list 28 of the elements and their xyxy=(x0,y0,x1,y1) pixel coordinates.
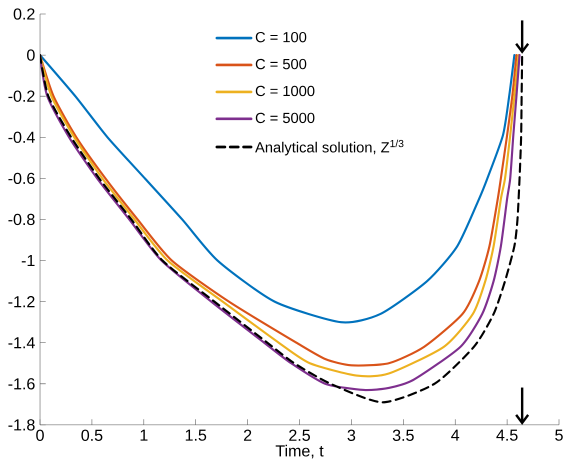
legend-label: C = 5000 xyxy=(256,112,314,124)
y-tick-label: -0.8 xyxy=(8,214,35,226)
legend-label: C = 100 xyxy=(256,32,306,42)
x-tick-label: 3.5 xyxy=(392,430,414,441)
y-tick-label: -1 xyxy=(22,255,35,266)
x-tick-label: 3 xyxy=(348,430,356,441)
y-tick-label: 0.2 xyxy=(14,8,35,20)
y-tick-label: -1.6 xyxy=(8,378,35,390)
y-tick-label: -0.6 xyxy=(8,172,35,184)
x-axis-title: Time, t xyxy=(276,444,324,458)
x-tick-label: 0 xyxy=(36,430,44,441)
y-tick-label: -1.2 xyxy=(8,296,35,308)
x-tick-label: 2.5 xyxy=(289,430,310,441)
y-tick-label: -0.4 xyxy=(8,132,35,143)
y-tick-label: -1.8 xyxy=(8,419,35,431)
y-tick-label: -1.4 xyxy=(8,337,35,348)
x-tick-label: 2 xyxy=(244,430,252,441)
x-tick-label: 0.5 xyxy=(81,430,102,441)
legend-label: Analytical solution, Z$^{1/3}$ xyxy=(255,140,404,156)
x-tick-label: 1.5 xyxy=(186,430,206,441)
y-tick-label: -0.2 xyxy=(8,90,35,102)
x-tick-label: 4 xyxy=(451,430,460,441)
x-tick-label: 1 xyxy=(140,430,148,441)
legend-label: C = 500 xyxy=(256,58,306,70)
x-tick-label: 5 xyxy=(555,430,563,441)
legend-label: C = 1000 xyxy=(256,86,314,96)
x-tick-label: 4.5 xyxy=(496,430,518,441)
y-tick-label: 0 xyxy=(27,49,35,61)
